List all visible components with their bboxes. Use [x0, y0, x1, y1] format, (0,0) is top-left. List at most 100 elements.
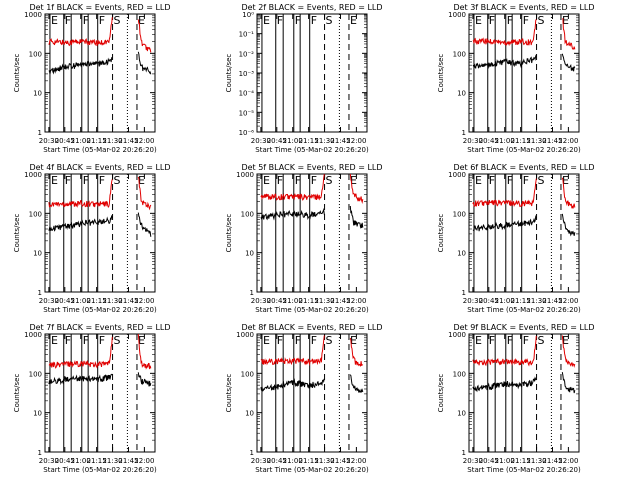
chart-title: Det 7f BLACK = Events, RED = LLD: [29, 323, 170, 332]
y-tick-label: 10⁻³: [239, 70, 255, 78]
y-tick-label: 1: [38, 289, 42, 297]
lld-rate-series: [48, 176, 152, 211]
events-rate-series: [48, 372, 152, 387]
event-marker-label: E: [562, 14, 569, 27]
y-tick-label: 1: [462, 449, 466, 457]
x-tick-label: 22:00: [558, 297, 578, 305]
event-marker-label: F: [99, 174, 105, 187]
lld-rate-series: [260, 173, 364, 204]
event-marker-label: S: [326, 334, 333, 347]
event-marker-label: E: [51, 334, 58, 347]
y-tick-label: 10: [457, 250, 466, 258]
y-tick-label: 100: [241, 210, 254, 218]
x-tick-label: 21:30: [526, 297, 546, 305]
plot-frame: [44, 333, 156, 453]
event-marker-label: S: [114, 174, 121, 187]
plot-frame: [468, 13, 580, 133]
x-tick-label: 21:30: [314, 457, 334, 465]
x-tick-label: 20:45: [479, 457, 499, 465]
event-marker-label: S: [538, 334, 545, 347]
x-tick-label: 20:45: [479, 297, 499, 305]
x-tick-label: 20:30: [463, 457, 483, 465]
x-tick-label: 20:45: [55, 457, 75, 465]
x-tick-label: 20:45: [479, 137, 499, 145]
lld-rate-series: [260, 335, 364, 367]
event-marker-label: F: [277, 334, 283, 347]
x-axis-label: Start Time (05-Mar-02 20:26:20): [255, 466, 369, 474]
y-axis-label: Counts/sec: [13, 214, 21, 253]
y-tick-label: 100: [453, 210, 466, 218]
y-tick-label: 100: [453, 50, 466, 58]
event-marker-label: F: [295, 174, 301, 187]
x-tick-label: 21:00: [283, 457, 303, 465]
x-tick-label: 21:15: [87, 297, 107, 305]
y-tick-label: 10: [33, 90, 42, 98]
y-tick-label: 10⁻⁵: [239, 109, 255, 117]
event-marker-label: E: [475, 334, 482, 347]
y-tick-label: 100: [29, 50, 42, 58]
y-axis-label: Counts/sec: [13, 54, 21, 93]
events-rate-series: [472, 213, 576, 237]
x-tick-label: 20:30: [39, 137, 59, 145]
x-axis-label: Start Time (05-Mar-02 20:26:20): [43, 146, 157, 154]
y-tick-label: 1000: [236, 331, 254, 339]
x-tick-label: 21:45: [118, 137, 138, 145]
x-tick-label: 21:15: [87, 137, 107, 145]
y-tick-label: 100: [29, 370, 42, 378]
y-tick-label: 1: [462, 129, 466, 137]
x-tick-label: 21:00: [71, 457, 91, 465]
x-axis-label: Start Time (05-Mar-02 20:26:20): [467, 146, 581, 154]
event-marker-label: F: [507, 14, 513, 27]
event-marker-label: E: [350, 334, 357, 347]
plot-frame: [468, 173, 580, 293]
x-axis-label: Start Time (05-Mar-02 20:26:20): [255, 146, 369, 154]
x-tick-label: 21:45: [542, 457, 562, 465]
event-marker-label: F: [507, 174, 513, 187]
chart-panel-3: Det 3f BLACK = Events, RED = LLD 1 10 100 10…: [437, 3, 595, 154]
event-marker-label: S: [114, 14, 121, 27]
plot-frame: [468, 333, 580, 453]
event-marker-label: F: [489, 14, 495, 27]
chart-title: Det 6f BLACK = Events, RED = LLD: [453, 163, 594, 172]
x-tick-label: 22:00: [134, 457, 154, 465]
y-tick-label: 10: [457, 90, 466, 98]
x-tick-label: 21:15: [511, 457, 531, 465]
y-tick-label: 100: [241, 370, 254, 378]
event-marker-label: F: [311, 334, 317, 347]
x-tick-label: 21:00: [71, 297, 91, 305]
y-axis-label: Counts/sec: [225, 54, 233, 93]
chart-panel-6: Det 6f BLACK = Events, RED = LLD 1 10 100 10…: [437, 163, 595, 314]
x-tick-label: 21:30: [102, 297, 122, 305]
x-axis-label: Start Time (05-Mar-02 20:26:20): [43, 306, 157, 314]
x-tick-label: 21:30: [526, 137, 546, 145]
x-tick-label: 22:00: [558, 137, 578, 145]
y-tick-label: 1: [250, 289, 254, 297]
events-rate-series: [472, 372, 576, 394]
events-rate-series: [48, 212, 152, 237]
event-marker-label: S: [538, 174, 545, 187]
y-axis-label: Counts/sec: [437, 374, 445, 413]
event-marker-label: E: [350, 174, 357, 187]
x-tick-label: 20:30: [251, 297, 271, 305]
x-tick-label: 21:30: [314, 137, 334, 145]
y-tick-label: 1000: [448, 171, 466, 179]
x-tick-label: 21:00: [495, 457, 515, 465]
x-tick-label: 20:45: [55, 297, 75, 305]
event-marker-label: F: [99, 334, 105, 347]
lld-rate-series: [472, 177, 576, 209]
x-tick-label: 21:30: [526, 457, 546, 465]
x-tick-label: 20:45: [267, 457, 287, 465]
chart-title: Det 8f BLACK = Events, RED = LLD: [241, 323, 382, 332]
event-marker-label: E: [138, 14, 145, 27]
chart-panel-8: Det 8f BLACK = Events, RED = LLD 1 10 100 10…: [225, 323, 383, 474]
chart-panel-7: Det 7f BLACK = Events, RED = LLD 1 10 100 10…: [13, 323, 171, 474]
y-tick-label: 1000: [24, 11, 42, 19]
y-tick-label: 1000: [24, 171, 42, 179]
x-tick-label: 21:15: [299, 297, 319, 305]
x-tick-label: 21:45: [542, 137, 562, 145]
event-marker-label: E: [263, 334, 270, 347]
event-marker-label: F: [523, 14, 529, 27]
x-tick-label: 21:00: [71, 137, 91, 145]
x-tick-label: 21:00: [283, 137, 303, 145]
y-tick-label: 1000: [24, 331, 42, 339]
